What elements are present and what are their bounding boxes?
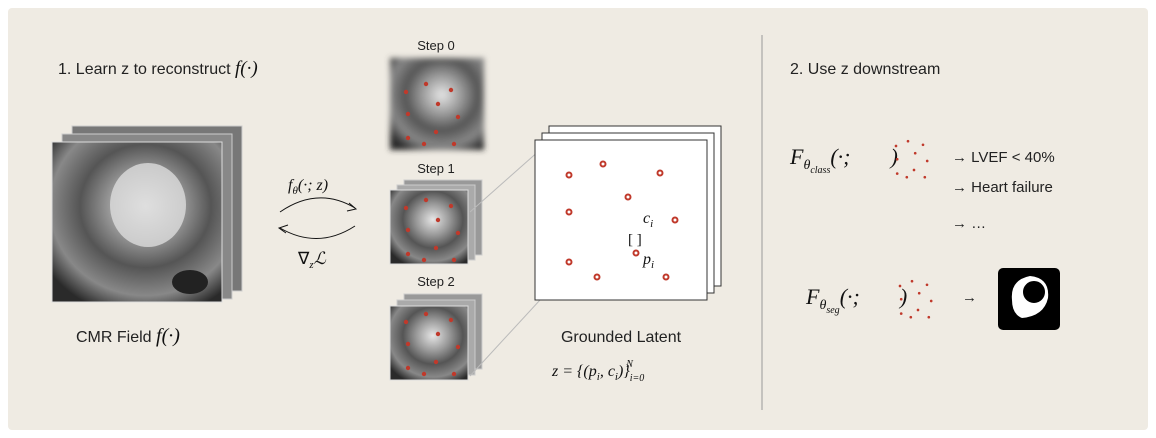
step-label: Step 0 [417, 38, 455, 53]
bracket: [ ] [628, 232, 642, 248]
seg: seg [826, 305, 839, 316]
heading: 2. Use z downstream [790, 61, 940, 78]
step-0-image [390, 58, 484, 150]
output: → Heart failure [952, 179, 1053, 196]
step-label: Step 2 [417, 274, 455, 289]
step-2-image [390, 294, 482, 380]
field-math: f(·) [156, 325, 180, 347]
heading-math: f(·) [235, 58, 258, 79]
p: p [642, 251, 651, 268]
f-upper: N [625, 359, 634, 370]
latent-title: Grounded Latent [561, 329, 682, 346]
open: (·; [830, 144, 850, 169]
f-mid: , c [600, 363, 615, 380]
f-head: z = {(p [551, 363, 597, 380]
F: F [805, 284, 820, 309]
seg-arrow: → [962, 289, 977, 306]
loss: ℒ [314, 249, 327, 268]
c: c [643, 210, 650, 227]
page: 1. Learn z to reconstruct f(·) CMR Field… [0, 0, 1156, 438]
open: (·; [840, 284, 860, 309]
heading-text: 1. Learn z to reconstruct [58, 61, 231, 78]
i: i [650, 218, 653, 230]
field-label: CMR Field f(·) [76, 325, 180, 347]
step-1-image [390, 180, 482, 264]
field-text: CMR Field [76, 329, 152, 346]
F: F [789, 144, 804, 169]
step-label: Step 1 [417, 161, 455, 176]
f-lower: i=0 [630, 373, 645, 384]
heading: 1. Learn z to reconstruct f(·) [58, 58, 258, 79]
diagram: 1. Learn z to reconstruct f(·) CMR Field… [0, 0, 1156, 438]
i: i [651, 259, 654, 271]
latent-stack [535, 126, 721, 300]
class: class [810, 165, 830, 176]
segmentation-mask [998, 268, 1060, 330]
output: → LVEF < 40% [952, 149, 1055, 166]
output: → … [952, 215, 986, 232]
nabla: ∇ [297, 249, 310, 268]
close: ) [898, 284, 907, 309]
cmr-stack [52, 126, 242, 302]
close: ) [889, 144, 898, 169]
args: (·; z) [298, 177, 328, 194]
